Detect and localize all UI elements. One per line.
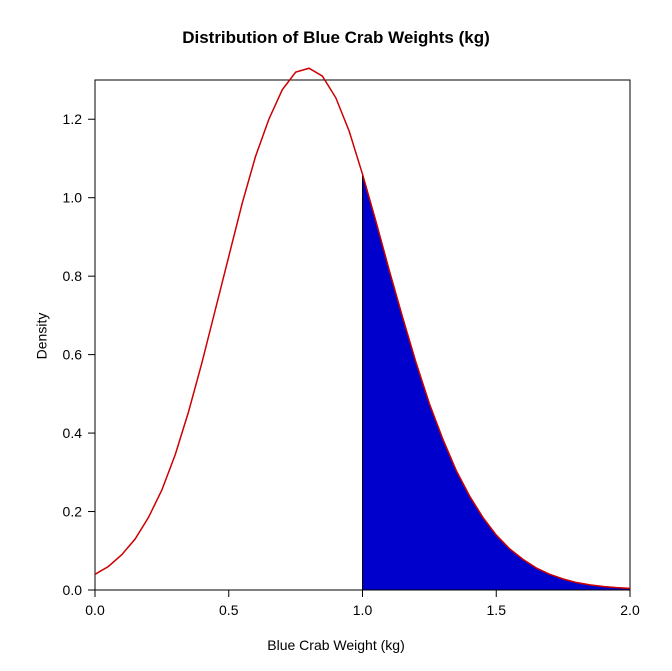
y-tick-label: 0.2 [63, 504, 83, 520]
plot-svg: 0.0 0.5 1.0 1.5 2.0 0.0 0.2 0.4 0.6 0.8 1.0 1.2 [0, 0, 672, 671]
x-tick-label: 0.0 [85, 602, 105, 618]
x-tick-label: 1.5 [487, 602, 507, 618]
y-tick-label: 0.4 [63, 425, 83, 441]
y-tick-label: 0.6 [63, 347, 83, 363]
shaded-region [363, 174, 631, 590]
chart-container: Distribution of Blue Crab Weights (kg) D… [0, 0, 672, 671]
x-tick-label: 0.5 [219, 602, 239, 618]
y-tick-label: 0.8 [63, 268, 83, 284]
y-tick-label: 0.0 [63, 582, 83, 598]
y-tick-label: 1.0 [63, 190, 83, 206]
y-tick-label: 1.2 [63, 111, 83, 127]
x-tick-label: 2.0 [620, 602, 640, 618]
x-tick-label: 1.0 [353, 602, 373, 618]
